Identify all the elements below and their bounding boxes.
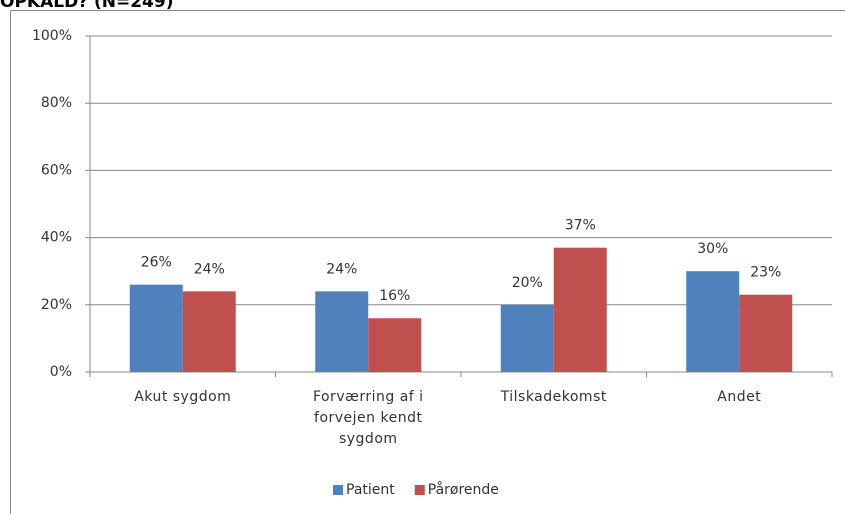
bar: [553, 247, 607, 372]
y-tick-label: 100%: [32, 28, 72, 44]
y-tick-label: 40%: [41, 230, 72, 246]
bar: [500, 304, 554, 372]
y-tick-label: 0%: [50, 364, 72, 380]
y-tick-label: 80%: [41, 95, 72, 111]
bar: [182, 291, 236, 372]
value-label: 24%: [194, 261, 225, 277]
value-label: 24%: [326, 261, 357, 277]
legend-swatch: [333, 485, 343, 495]
value-label: 16%: [379, 288, 410, 304]
value-label: 26%: [141, 255, 172, 271]
bar: [686, 271, 740, 372]
value-label: 30%: [697, 241, 728, 257]
legend-swatch: [414, 485, 425, 495]
bar: [739, 294, 793, 372]
x-tick-label: Akut sygdom: [134, 389, 232, 405]
x-tick-label: Tilskadekomst: [500, 389, 607, 405]
bar: [129, 284, 183, 372]
x-tick-label: Andet: [717, 389, 762, 405]
value-label: 23%: [750, 265, 781, 281]
x-tick-label: Forværring af i forvejen kendt sygdom: [312, 389, 424, 447]
y-tick-label: 20%: [41, 297, 72, 313]
bar: [368, 318, 422, 372]
legend-label: Pårørende: [428, 481, 499, 498]
bar: [315, 291, 369, 372]
value-label: 20%: [512, 275, 543, 291]
chart-title: OPKALD? (N=249): [0, 0, 173, 12]
legend-label: Patient: [346, 482, 395, 498]
value-label: 37%: [565, 218, 596, 234]
y-tick-label: 60%: [41, 162, 72, 178]
